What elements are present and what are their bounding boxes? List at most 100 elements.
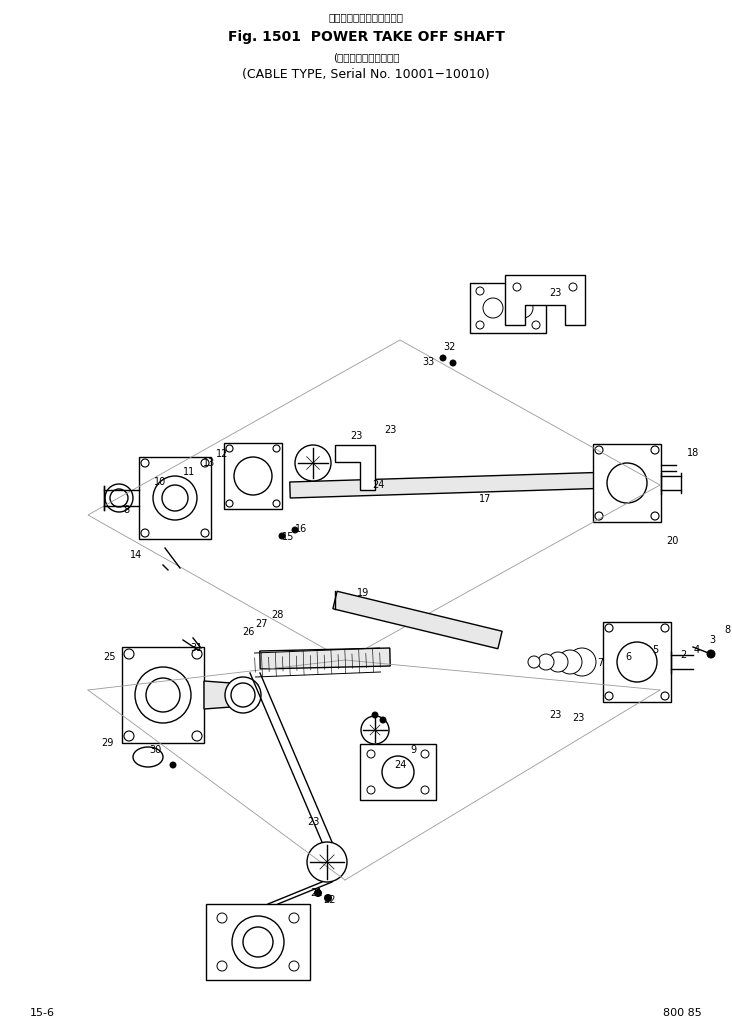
Circle shape <box>651 446 659 454</box>
Circle shape <box>192 731 202 741</box>
Text: 23: 23 <box>549 288 561 298</box>
Text: 18: 18 <box>687 448 699 458</box>
Bar <box>360 744 436 800</box>
Circle shape <box>367 786 375 794</box>
Circle shape <box>617 642 657 682</box>
Text: 10: 10 <box>154 477 166 487</box>
Circle shape <box>421 750 429 758</box>
Text: 33: 33 <box>422 357 434 367</box>
Circle shape <box>372 712 378 718</box>
Circle shape <box>324 894 332 901</box>
Text: 23: 23 <box>572 713 584 723</box>
Circle shape <box>421 786 429 794</box>
Circle shape <box>124 731 134 741</box>
Circle shape <box>595 446 603 454</box>
Circle shape <box>192 649 202 659</box>
Circle shape <box>234 457 272 495</box>
Circle shape <box>532 287 540 295</box>
Bar <box>470 283 546 333</box>
Bar <box>139 457 211 539</box>
Circle shape <box>153 476 197 520</box>
Circle shape <box>243 927 273 957</box>
Circle shape <box>361 716 389 744</box>
Circle shape <box>450 360 456 366</box>
Circle shape <box>476 287 484 295</box>
Text: 2: 2 <box>680 650 686 660</box>
Text: 11: 11 <box>183 467 195 477</box>
Text: 31: 31 <box>190 643 202 653</box>
Polygon shape <box>204 681 258 709</box>
Ellipse shape <box>133 747 163 767</box>
Circle shape <box>538 654 554 670</box>
Text: (ケーブル式、適用号機: (ケーブル式、適用号機 <box>333 52 399 62</box>
Circle shape <box>162 485 188 511</box>
Circle shape <box>232 916 284 968</box>
Text: 23: 23 <box>549 710 561 720</box>
Text: 25: 25 <box>104 652 116 662</box>
Circle shape <box>513 298 533 318</box>
Text: 15-6: 15-6 <box>30 1008 55 1018</box>
Bar <box>224 443 282 509</box>
Circle shape <box>607 463 647 503</box>
Polygon shape <box>290 472 612 498</box>
Circle shape <box>146 678 180 712</box>
Text: 4: 4 <box>694 645 700 655</box>
Circle shape <box>707 650 715 658</box>
Text: 29: 29 <box>101 738 113 748</box>
Circle shape <box>124 649 134 659</box>
Circle shape <box>595 512 603 520</box>
Text: 24: 24 <box>372 480 384 490</box>
Circle shape <box>483 298 503 318</box>
Polygon shape <box>335 445 375 490</box>
Text: 13: 13 <box>203 458 215 468</box>
Circle shape <box>225 677 261 713</box>
Text: 8: 8 <box>123 505 129 514</box>
Text: 19: 19 <box>357 588 369 598</box>
Polygon shape <box>333 592 502 648</box>
Text: 26: 26 <box>242 627 254 637</box>
Text: 27: 27 <box>255 619 268 629</box>
Circle shape <box>279 533 285 539</box>
Circle shape <box>217 913 227 923</box>
Text: 8: 8 <box>724 625 730 635</box>
Text: 23: 23 <box>307 817 319 827</box>
Circle shape <box>315 889 321 896</box>
Circle shape <box>568 648 596 676</box>
Text: 32: 32 <box>443 342 455 352</box>
Text: 6: 6 <box>625 652 631 662</box>
Circle shape <box>289 913 299 923</box>
Circle shape <box>135 667 191 723</box>
Circle shape <box>367 750 375 758</box>
Polygon shape <box>260 648 390 669</box>
Text: 22: 22 <box>324 895 336 904</box>
Text: 23: 23 <box>384 425 396 435</box>
Text: 21: 21 <box>310 888 322 898</box>
Text: 12: 12 <box>216 449 228 459</box>
Circle shape <box>382 756 414 788</box>
Bar <box>593 443 661 522</box>
Text: 24: 24 <box>394 760 406 770</box>
Circle shape <box>651 512 659 520</box>
Circle shape <box>661 624 669 632</box>
Circle shape <box>226 445 233 452</box>
Circle shape <box>141 459 149 467</box>
Text: 23: 23 <box>350 431 362 441</box>
Text: 20: 20 <box>666 536 678 546</box>
Text: (CABLE TYPE, Serial No. 10001−10010): (CABLE TYPE, Serial No. 10001−10010) <box>242 68 490 81</box>
Circle shape <box>548 652 568 672</box>
Circle shape <box>201 529 209 537</box>
Circle shape <box>273 445 280 452</box>
Text: 14: 14 <box>130 549 142 560</box>
Bar <box>122 647 204 743</box>
Text: 7: 7 <box>597 658 603 668</box>
Circle shape <box>532 321 540 329</box>
Bar <box>206 904 310 980</box>
Bar <box>603 622 671 702</box>
Circle shape <box>569 283 577 291</box>
Circle shape <box>605 624 613 632</box>
Text: 9: 9 <box>410 745 416 755</box>
Circle shape <box>273 500 280 507</box>
Text: Fig. 1501  POWER TAKE OFF SHAFT: Fig. 1501 POWER TAKE OFF SHAFT <box>228 30 504 44</box>
Circle shape <box>528 657 540 668</box>
Circle shape <box>513 283 521 291</box>
